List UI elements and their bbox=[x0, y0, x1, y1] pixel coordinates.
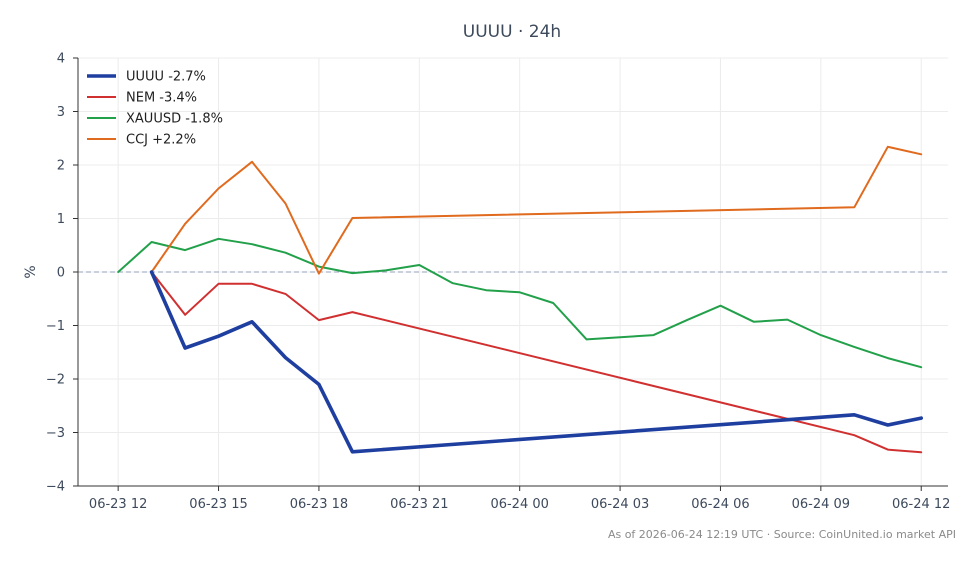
y-tick-label: −3 bbox=[46, 426, 65, 441]
y-tick-label: 1 bbox=[57, 212, 65, 227]
legend-label-nem: NEM -3.4% bbox=[126, 91, 197, 106]
x-tick-label: 06-23 15 bbox=[189, 497, 247, 512]
x-tick-label: 06-24 03 bbox=[591, 497, 649, 512]
x-tick-label: 06-23 18 bbox=[290, 497, 348, 512]
y-tick-label: −1 bbox=[46, 319, 65, 334]
x-tick-label: 06-24 12 bbox=[892, 497, 950, 512]
x-tick-label: 06-23 21 bbox=[390, 497, 448, 512]
x-tick-label: 06-24 06 bbox=[691, 497, 749, 512]
series-line-xauusd bbox=[117, 237, 923, 369]
series-line-uuuu bbox=[149, 270, 924, 454]
y-tick-label: 2 bbox=[57, 159, 65, 174]
chart-title: UUUU · 24h bbox=[463, 22, 561, 42]
y-tick-label: 0 bbox=[57, 266, 65, 281]
series-line-ccj bbox=[150, 145, 923, 275]
footer-source: As of 2026-06-24 12:19 UTC · Source: Coi… bbox=[608, 528, 956, 541]
legend-label-xauusd: XAUUSD -1.8% bbox=[126, 112, 223, 127]
y-tick-label: 4 bbox=[57, 52, 65, 67]
series-lines bbox=[117, 145, 924, 454]
x-tick-label: 06-24 09 bbox=[792, 497, 850, 512]
y-tick-label: 3 bbox=[57, 105, 65, 120]
axes: −4 −3 −2 −1 0 1 2 3 4 06-23 12 06-23 15 06-23 18 06-… bbox=[46, 52, 951, 513]
legend-label-ccj: CCJ +2.2% bbox=[126, 133, 196, 148]
x-tick-label: 06-23 12 bbox=[89, 497, 147, 512]
y-tick-label: −4 bbox=[46, 480, 65, 495]
y-axis-label: % bbox=[23, 265, 39, 278]
y-tick-label: −2 bbox=[46, 373, 65, 388]
series-line-nem bbox=[150, 271, 923, 454]
legend: UUUU -2.7% NEM -3.4% XAUUSD -1.8% CCJ +2.2% bbox=[87, 70, 223, 148]
legend-label-uuuu: UUUU -2.7% bbox=[126, 70, 206, 85]
x-tick-label: 06-24 00 bbox=[490, 497, 548, 512]
